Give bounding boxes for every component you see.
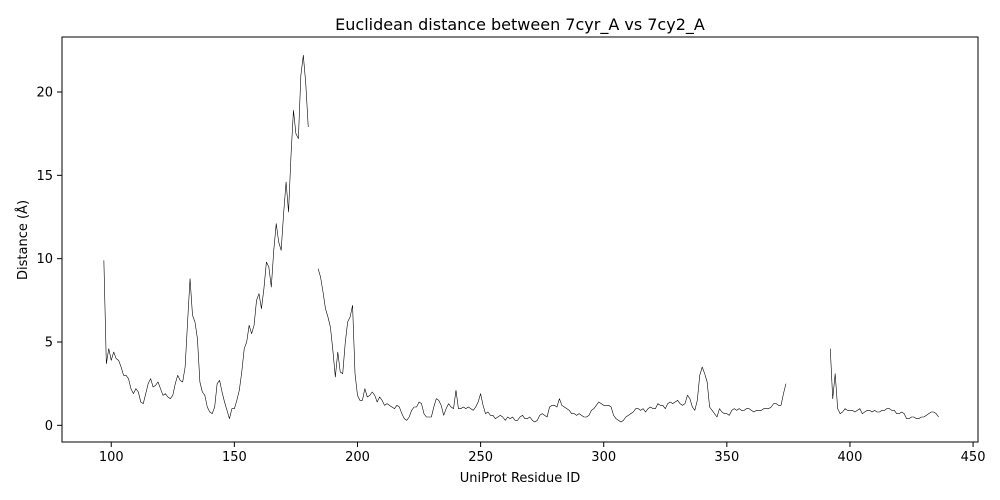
series-line-segment xyxy=(829,348,939,419)
y-axis-label: Distance (Å) xyxy=(15,200,31,280)
distance-series xyxy=(103,55,939,423)
x-tick-label: 100 xyxy=(99,450,124,465)
x-tick-label: 150 xyxy=(222,450,247,465)
series-line-segment xyxy=(103,55,309,419)
x-tick-label: 350 xyxy=(714,450,739,465)
chart-title: Euclidean distance between 7cyr_A vs 7cy… xyxy=(335,15,705,35)
x-axis-label: UniProt Residue ID xyxy=(460,471,581,486)
y-tick-label: 10 xyxy=(36,252,53,267)
y-axis: 0 5 10 15 20 xyxy=(36,86,62,434)
x-tick-label: 200 xyxy=(345,450,370,465)
y-tick-label: 0 xyxy=(45,419,53,434)
y-tick-label: 5 xyxy=(45,336,53,351)
series-line-segment xyxy=(317,268,787,423)
x-tick-label: 300 xyxy=(591,450,616,465)
x-axis: 100 150 200 250 300 350 400 450 xyxy=(99,442,986,465)
plot-area xyxy=(61,36,979,443)
x-tick-label: 400 xyxy=(838,450,863,465)
x-tick-label: 450 xyxy=(961,450,986,465)
y-tick-label: 20 xyxy=(36,86,53,101)
y-tick-label: 15 xyxy=(36,169,53,184)
x-tick-label: 250 xyxy=(468,450,493,465)
